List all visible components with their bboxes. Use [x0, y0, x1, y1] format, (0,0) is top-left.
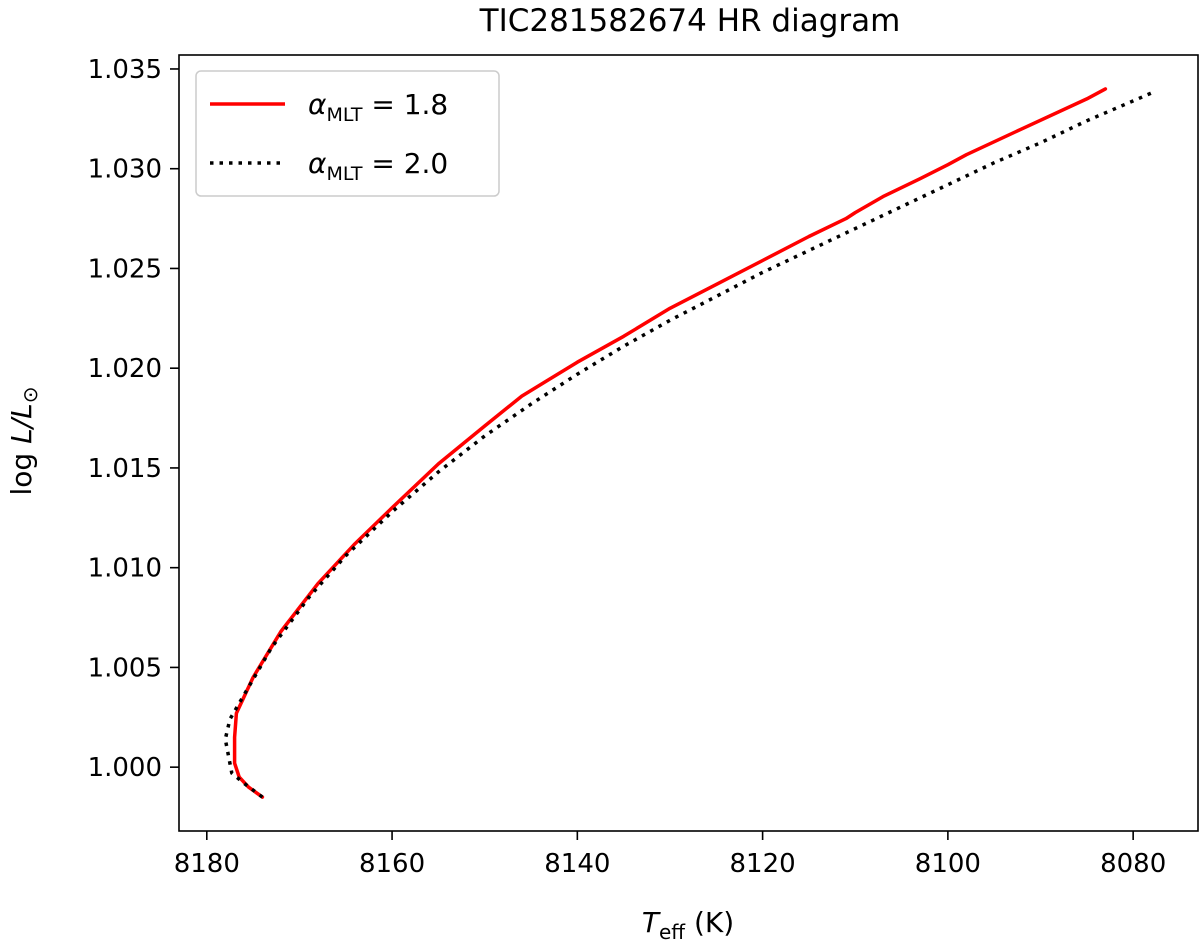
- x-axis-ticks: 8180 8160 8140 8120 8100 8080: [174, 831, 1166, 879]
- legend-label-1-sub: MLT: [326, 163, 362, 185]
- legend-label-0-value: = 1.8: [362, 88, 448, 121]
- y-axis-ticks: 1.000 1.005 1.010 1.015 1.020 1.025 1.030 1.035: [88, 55, 179, 783]
- plot-frame: [178, 54, 1199, 832]
- series-line-1: [223, 91, 1153, 799]
- y-tick-label-4: 1.020: [88, 354, 162, 384]
- x-axis-label-main: T: [642, 906, 661, 939]
- x-tick-label-1: 8160: [359, 849, 425, 879]
- y-tick-label-7: 1.035: [88, 55, 162, 85]
- legend-label-0-greek: α: [308, 88, 327, 121]
- x-tick-label-4: 8100: [915, 849, 981, 879]
- y-tick-label-6: 1.030: [88, 155, 162, 185]
- legend-label-1-value: = 2.0: [362, 147, 448, 180]
- y-axis-label-sub: ⊙: [18, 387, 42, 404]
- y-tick-label-5: 1.025: [88, 254, 162, 284]
- x-axis-label-unit: (K): [685, 906, 734, 939]
- legend-label-1-greek: α: [308, 147, 327, 180]
- series-line-0: [232, 87, 1108, 799]
- y-tick-label-3: 1.015: [88, 454, 162, 484]
- x-axis-label: Teff (K): [642, 906, 734, 944]
- x-tick-label-2: 8140: [544, 849, 610, 879]
- y-axis-label-main: L/L: [5, 403, 38, 444]
- y-axis-label-prefix: log: [5, 444, 38, 496]
- y-tick-label-0: 1.000: [88, 753, 162, 783]
- legend-label-1: αMLT = 2.0: [308, 147, 448, 185]
- chart-title: TIC281582674 HR diagram: [479, 3, 901, 39]
- legend: αMLT = 1.8 αMLT = 2.0: [195, 70, 500, 197]
- series-layer: [223, 87, 1153, 799]
- x-tick-label-5: 8080: [1100, 849, 1166, 879]
- x-axis-label-sub: eff: [659, 920, 686, 944]
- legend-label-0: αMLT = 1.8: [308, 88, 448, 126]
- y-tick-label-1: 1.005: [88, 653, 162, 683]
- x-tick-label-3: 8120: [730, 849, 796, 879]
- legend-label-0-sub: MLT: [326, 104, 362, 126]
- y-tick-label-2: 1.010: [88, 554, 162, 584]
- x-tick-label-0: 8180: [174, 849, 240, 879]
- y-axis-label: log L/L⊙: [5, 387, 42, 496]
